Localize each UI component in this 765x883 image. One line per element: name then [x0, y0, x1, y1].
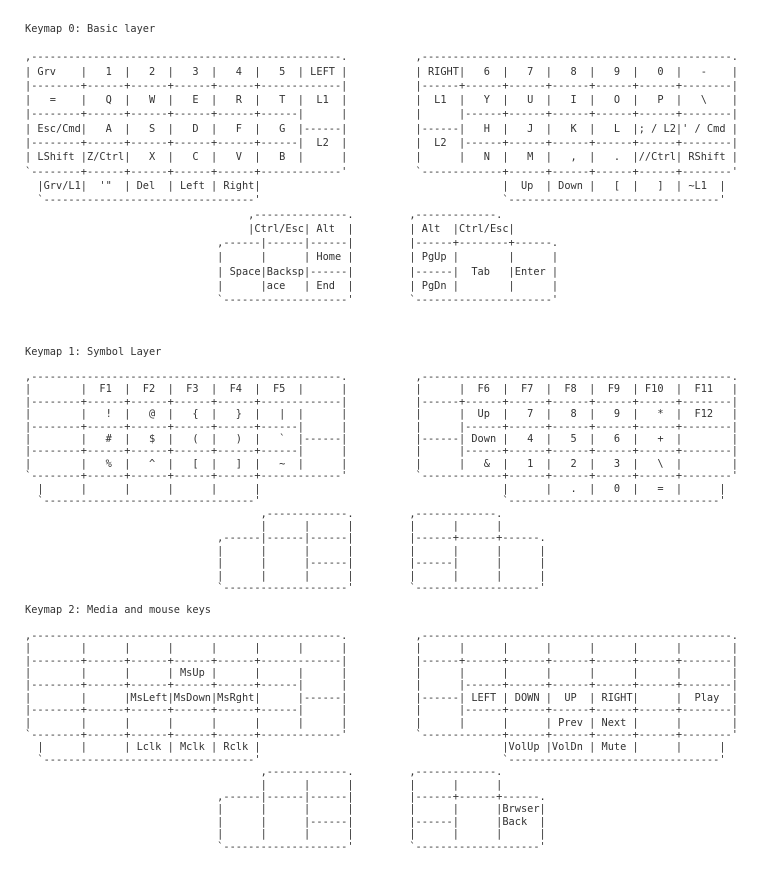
keymap-1-section: Keymap 1: Symbol Layer ,----------------… [25, 346, 765, 595]
keymap-0-ascii-diagram: ,---------------------------------------… [25, 51, 738, 307]
keymap-1-title: Keymap 1: Symbol Layer [25, 345, 162, 358]
keymap-0-section: Keymap 0: Basic layer ,-----------------… [25, 23, 765, 308]
keymap-2-title: Keymap 2: Media and mouse keys [25, 604, 211, 617]
keymap-2-ascii-diagram: ,---------------------------------------… [25, 629, 738, 853]
keymap-1-ascii-diagram: ,---------------------------------------… [25, 371, 738, 594]
keymap-0-title: Keymap 0: Basic layer [25, 23, 156, 35]
keymap-2-section: Keymap 2: Media and mouse keys ,--------… [25, 604, 765, 853]
